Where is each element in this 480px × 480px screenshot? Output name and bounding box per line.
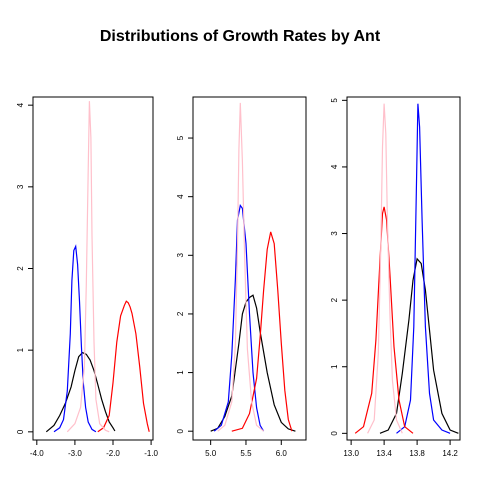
panel-2-x-tick-label: 5.5 [240,449,252,458]
panel-1-y-tick-label: 4 [16,102,25,107]
panel-3-x-tick-label: 13.0 [343,449,359,458]
panel-3-blue-density-line [396,103,451,434]
panel-3-y-tick-label: 4 [330,164,339,169]
panel-1-y-tick-label: 0 [16,429,25,434]
panel-1-x-tick-label: -1.0 [144,449,158,458]
panel-2-y-tick-label: 1 [176,370,185,375]
panel-1-y-tick-label: 1 [16,347,25,352]
panel-3-x-tick-label: 14.2 [442,449,458,458]
panel-2-y-tick-label: 0 [176,428,185,433]
panel-2-frame [192,96,307,441]
panel-3-x-tick-label: 13.4 [376,449,392,458]
panel-2-blue-density-line [213,204,265,432]
panel-3-y-tick-label: 5 [330,98,339,103]
panel-2-black-density-line [210,294,296,432]
panel-1-red-density-line [97,300,150,433]
panel-3-y-tick-label: 3 [330,231,339,236]
panel-1-black-density-line [45,351,116,433]
chart-title: Distributions of Growth Rates by Ant [99,28,381,45]
panel-1-y-tick-label: 2 [16,266,25,271]
panel-2-pink-density-line [217,102,264,432]
panel-1-x-tick-label: -2.0 [106,449,120,458]
panel-3-frame [346,96,461,441]
panel-3-y-tick-label: 2 [330,297,339,302]
panel-3-y-tick-label: 0 [330,431,339,436]
panel-3-x-tick-label: 13.8 [409,449,425,458]
panel-2-y-tick-label: 4 [176,194,185,199]
panel-1-x-tick-label: -4.0 [30,449,44,458]
panel-3-red-density-line [354,206,414,434]
panel-2-y-tick-label: 3 [176,253,185,258]
panel-2-red-density-line [231,231,293,432]
panel-3-pink-density-line [367,103,403,434]
panel-2-y-tick-label: 5 [176,135,185,140]
panel-1-x-tick-label: -3.0 [68,449,82,458]
panel-3-black-density-line [379,257,459,434]
panel-1-blue-density-line [53,244,97,433]
panel-2-x-tick-label: 6.0 [276,449,288,458]
panel-3-y-tick-label: 1 [330,364,339,369]
panel-1-pink-density-line [66,101,110,433]
panel-2-x-tick-label: 5.0 [205,449,217,458]
panel-2-y-tick-label: 2 [176,311,185,316]
panel-1-y-tick-label: 3 [16,184,25,189]
